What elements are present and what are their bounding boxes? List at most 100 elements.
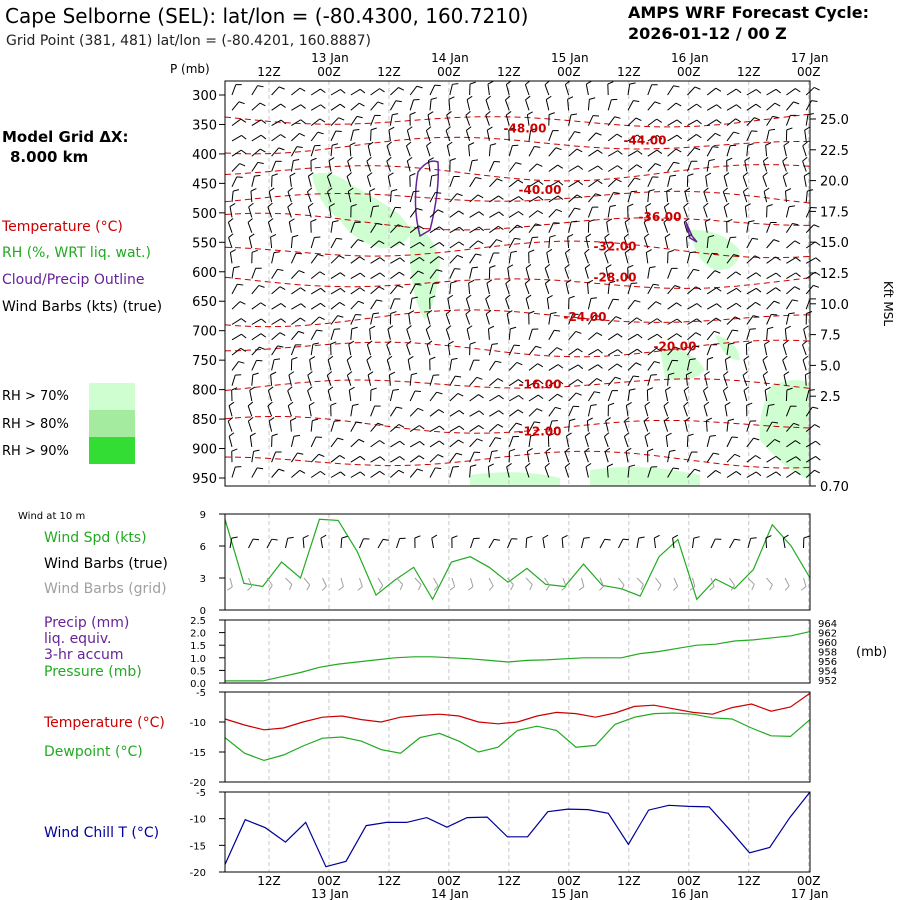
wind-barb — [508, 344, 515, 356]
wind-barb-flag — [614, 116, 621, 119]
wind-barb-flag — [260, 134, 267, 140]
wind-barb-flag — [546, 248, 553, 253]
wind-barb-flag — [379, 440, 385, 445]
wind-barb — [667, 346, 676, 356]
grid-wind-barb-flag — [399, 584, 404, 591]
wind-barb — [370, 206, 374, 218]
wind-barb — [587, 115, 594, 126]
wind-barb-flag — [469, 81, 476, 85]
wind-barb — [369, 191, 372, 203]
wind-barb — [449, 241, 460, 249]
wind-barb — [449, 176, 455, 187]
wind-barb — [231, 301, 241, 310]
wind-barb-flag — [478, 226, 485, 232]
sfc-wind-barb-flag — [493, 538, 500, 541]
top-day-label: 15 Jan — [551, 51, 589, 65]
wind-barb-flag — [227, 416, 234, 422]
wind-barb — [667, 268, 673, 279]
wind-barb-flag — [643, 416, 649, 422]
wind-barb-flag — [477, 194, 484, 199]
wind-barb — [406, 160, 411, 172]
wind-barb — [805, 257, 816, 264]
wind-barb — [388, 374, 391, 386]
wind-barb-flag — [317, 131, 324, 135]
wind-barb-flag — [726, 218, 733, 223]
wind-barb-flag — [254, 174, 261, 177]
wind-barb — [782, 160, 787, 172]
height-tick-label: 7.5 — [820, 329, 841, 344]
wind-barb-flag — [386, 355, 393, 361]
wind-barb — [726, 316, 736, 325]
wind-barb-flag — [395, 100, 402, 103]
wind-barb-flag — [703, 202, 709, 208]
top-tick-label: 12Z — [497, 65, 521, 79]
wind-barb-flag — [607, 463, 614, 467]
wind-barb — [271, 161, 277, 172]
bottom-tick-label: 12Z — [737, 874, 761, 888]
sfc-wind-barb — [302, 537, 305, 549]
wind-barb — [250, 191, 253, 203]
model-grid-label: Model Grid ΔX: — [2, 128, 129, 146]
wind-barb-flag — [268, 386, 274, 391]
wind-barb — [370, 440, 380, 448]
wind-barb-flag — [418, 225, 425, 230]
wind-barb-flag — [663, 416, 670, 422]
wind-barb — [647, 101, 656, 111]
wind-barb-flag — [475, 253, 482, 256]
wind-barb-flag — [257, 467, 264, 470]
wind-barb-flag — [558, 180, 564, 186]
wind-barb-flag — [309, 356, 316, 360]
wind-barb — [544, 283, 550, 295]
wind-barb-flag — [735, 118, 742, 123]
wind-barb-flag — [802, 355, 809, 361]
wind-barb — [604, 451, 609, 463]
wind-barb-flag — [478, 211, 485, 216]
wind-barb — [489, 225, 499, 234]
wind-barb-flag — [815, 440, 821, 446]
wind-barb — [409, 298, 413, 310]
wind-barb-flag — [347, 187, 354, 192]
height-ticks: 25.022.520.017.515.012.510.07.55.02.50.7… — [810, 113, 849, 495]
wind-barb-flag — [319, 271, 326, 276]
wind-barb — [647, 375, 652, 386]
wind-barb — [409, 85, 418, 96]
wind-barb-flag — [429, 356, 436, 360]
wind-barb-flag — [594, 314, 601, 318]
wind-barb-flag — [524, 279, 531, 284]
wind-barb — [766, 300, 775, 310]
wind-barb — [487, 328, 490, 340]
wind-barb — [429, 241, 440, 249]
wind-barb — [785, 223, 793, 233]
model-grid-value: 8.000 km — [10, 148, 88, 166]
height-tick-label: 15.0 — [820, 236, 849, 251]
wind-barb — [370, 223, 377, 233]
wind-barb — [291, 87, 301, 96]
wind-barb-flag — [804, 126, 811, 131]
wind-barb-flag — [439, 425, 445, 431]
wind-barb — [487, 84, 490, 96]
wind-barb — [489, 178, 498, 188]
wind-barb-flag — [379, 257, 386, 262]
wind-barb — [290, 253, 297, 264]
wind-barb — [466, 328, 471, 340]
wind-barb — [584, 451, 589, 463]
wind-barb — [447, 298, 451, 310]
wind-barb-flag — [755, 301, 761, 306]
wind-barb — [607, 333, 618, 341]
wind-barb — [330, 238, 337, 249]
wind-barb-flag — [547, 294, 553, 299]
wind-barb — [348, 390, 352, 402]
wind-barb-flag — [398, 469, 405, 474]
wind-barb — [231, 163, 240, 172]
series-line — [224, 712, 811, 762]
wind-barb — [406, 344, 411, 356]
wind-barb-flag — [356, 115, 363, 119]
wind-barb — [742, 191, 748, 203]
wind-barb-flag — [786, 127, 793, 131]
wind-barb — [687, 303, 698, 310]
wind-barb-flag — [253, 449, 260, 452]
wind-barb-flag — [723, 371, 729, 376]
wind-barb-flag — [419, 257, 425, 262]
wind-barb — [667, 85, 674, 96]
wind-barb-flag — [456, 452, 463, 456]
